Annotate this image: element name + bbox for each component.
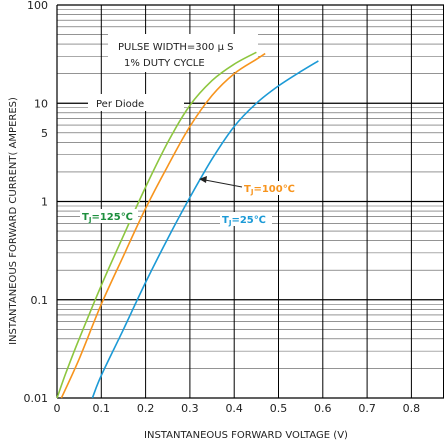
label-100-arrowhead [199,176,207,183]
x-tick-labels: 0 0.1 0.2 0.3 0.4 0.5 0.6 0.7 0.8 [54,402,421,415]
y-tick-label: 100 [27,0,48,12]
x-tick-label: 0.8 [403,402,421,415]
x-tick-label: 0.3 [181,402,199,415]
x-tick-label: 0.7 [358,402,376,415]
y-tick-label: 0.1 [31,294,49,307]
series-label-125: TJ=125℃ [82,212,133,224]
series-curves [56,51,319,399]
series-line-0 [56,51,257,399]
label-100-arrow-line [204,179,243,188]
series-label-25: TJ=25℃ [222,215,266,227]
y-tick-label: 5 [41,127,48,140]
series-line-2 [91,60,319,399]
y-tick-labels: 0.01 0.1 1 5 10 100 [24,0,49,405]
y-axis-title: INSTANTANEOUS FORWARD CURRENT( AMPERES) [8,97,19,345]
x-tick-label: 0.6 [314,402,332,415]
x-tick-label: 0.4 [225,402,243,415]
per-diode-text: Per Diode [96,99,144,110]
x-axis-title: INSTANTANEOUS FORWARD VOLTAGE (V) [144,430,348,441]
label-bg-100 [242,181,304,195]
pulse-width-text: PULSE WIDTH=300 μ S [118,42,233,53]
x-tick-label: 0.5 [270,402,288,415]
series-label-100: TJ=100℃ [244,184,295,196]
x-tick-label: 0.1 [93,402,111,415]
x-tick-label: 0 [54,402,61,415]
duty-cycle-text: 1% DUTY CYCLE [124,58,205,69]
label-bg-25 [220,212,272,226]
y-tick-label: 10 [34,97,48,110]
series-line-1 [60,52,266,399]
label-bg-125 [80,209,138,223]
per-diode-box [88,94,184,111]
y-tick-label: 0.01 [24,392,49,405]
y-tick-label: 1 [41,196,48,209]
x-tick-label: 0.2 [137,402,155,415]
